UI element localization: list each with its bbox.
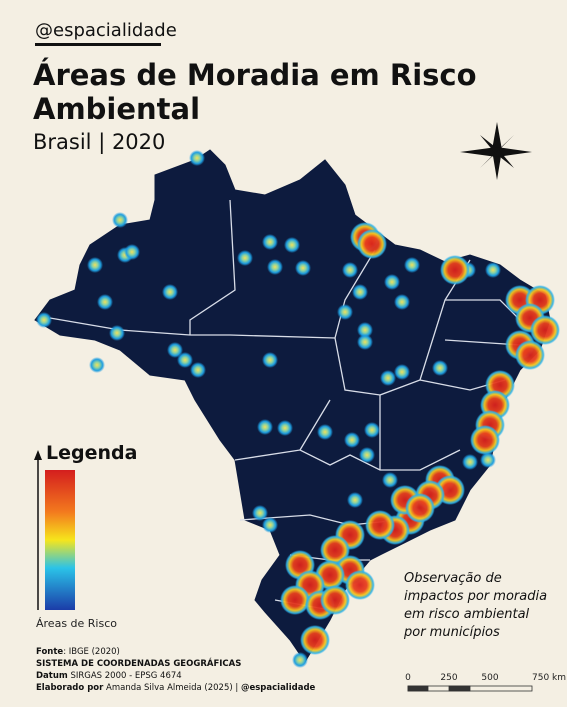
note: Observação de impactos por moradia em ri… [404,571,548,640]
risk-spot [262,234,278,250]
legend-ramp [45,470,75,610]
risk-spot [384,274,400,290]
subtitle: Brasil | 2020 [33,130,166,154]
scale-labels: 0 250 500 750 km [405,673,566,683]
risk-cluster [320,585,350,615]
legend-arrowhead [34,450,42,460]
scale-bar [407,685,533,692]
risk-spot [124,244,140,260]
risk-spot [347,492,363,508]
author-key: Elaborado por [36,683,104,693]
legend-title: Legenda [46,442,138,464]
risk-spots [36,150,560,668]
risk-spot [352,284,368,300]
compass [460,122,532,180]
risk-spot [284,237,300,253]
risk-cluster [345,570,375,600]
risk-spot [189,150,205,166]
risk-spot [267,259,283,275]
risk-cluster [365,510,395,540]
credits: Fonte: IBGE (2020) SISTEMA DE COORDENADA… [36,646,315,694]
risk-spot [252,505,268,521]
author-text: Amanda Silva Almeida (2025) | [103,683,241,693]
author: Elaborado por Amanda Silva Almeida (2025… [36,682,315,694]
risk-spot [337,304,353,320]
system-text: SISTEMA DE COORDENADAS GEOGRÁFICAS [36,659,242,669]
title: Áreas de Moradia em Risco Ambiental [33,58,477,126]
risk-spot [317,424,333,440]
risk-spot [277,420,293,436]
risk-spot [292,652,308,668]
risk-spot [112,212,128,228]
risk-spot [359,447,375,463]
scale-label: 750 km [532,673,566,683]
risk-spot [177,352,193,368]
scale-label: 250 [440,673,457,683]
datum-text: SIRGAS 2000 - EPSG 4674 [67,671,182,681]
risk-spot [237,250,253,266]
source: Fonte: IBGE (2020) [36,646,315,658]
risk-spot [190,362,206,378]
risk-cluster [405,493,435,523]
risk-cluster [280,585,310,615]
handle: @espacialidade [35,20,177,46]
risk-spot [432,360,448,376]
risk-spot [295,260,311,276]
source-text: : IBGE (2020) [63,647,120,657]
risk-spot [380,370,396,386]
risk-spot [357,322,373,338]
risk-spot [162,284,178,300]
risk-spot [109,325,125,341]
risk-cluster [530,315,560,345]
risk-spot [344,432,360,448]
risk-spot [167,342,183,358]
risk-cluster [440,255,470,285]
risk-spot [262,352,278,368]
risk-spot [36,312,52,328]
risk-spot [97,294,113,310]
risk-spot [485,262,501,278]
risk-spot [89,357,105,373]
risk-spot [87,257,103,273]
system: SISTEMA DE COORDENADAS GEOGRÁFICAS [36,658,315,670]
risk-spot [480,452,496,468]
risk-spot [404,257,420,273]
risk-cluster [470,425,500,455]
legend-label: Áreas de Risco [36,617,117,630]
risk-spot [394,294,410,310]
risk-spot [364,422,380,438]
author-handle: @espacialidade [240,683,316,693]
datum: Datum SIRGAS 2000 - EPSG 4674 [36,670,315,682]
source-key: Fonte [36,647,64,657]
risk-cluster [357,229,387,259]
datum-key: Datum [36,671,68,681]
scale-label: 500 [481,673,498,683]
risk-spot [257,419,273,435]
risk-spot [462,454,478,470]
risk-spot [262,517,278,533]
risk-spot [342,262,358,278]
scale-label: 0 [405,673,411,683]
risk-spot [357,334,373,350]
risk-spot [382,472,398,488]
risk-spot [394,364,410,380]
risk-cluster [515,340,545,370]
risk-cluster [300,625,330,655]
